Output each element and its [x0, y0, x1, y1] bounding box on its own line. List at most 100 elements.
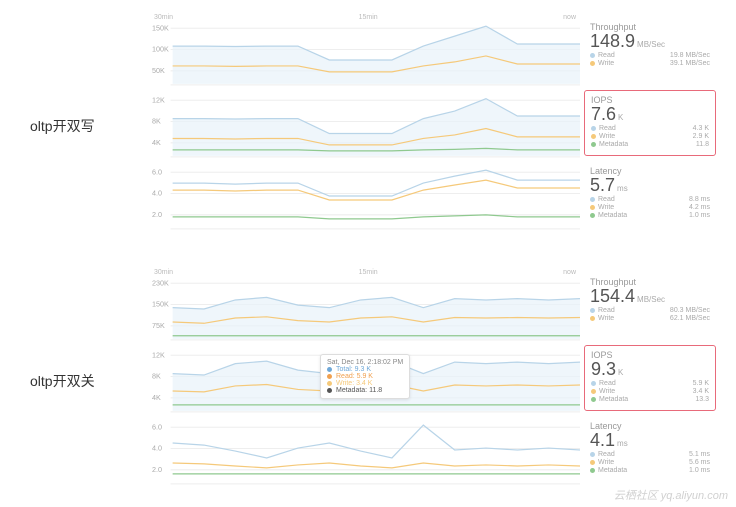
stat-value: 5.7	[590, 175, 615, 195]
svg-text:2.0: 2.0	[152, 465, 162, 474]
legend-val: 3.4 K	[693, 388, 709, 395]
stat-unit: K	[618, 368, 623, 377]
stat-block: IOPS9.3K Read 5.9 K Write 3.4 K Metadata…	[584, 345, 716, 411]
legend-dot	[590, 468, 595, 473]
tooltip-label: Write: 3.4 K	[336, 380, 372, 387]
legend-label: Read	[599, 380, 690, 387]
legend-val: 19.8 MB/Sec	[670, 52, 710, 59]
svg-text:50K: 50K	[152, 66, 165, 75]
legend-label: Read	[598, 52, 667, 59]
stats-column: Throughput148.9MB/Sec Read 19.8 MB/Sec W…	[580, 14, 720, 238]
legend-label: Metadata	[598, 467, 686, 474]
legend-val: 80.3 MB/Sec	[670, 307, 710, 314]
legend-dot	[590, 197, 595, 202]
legend-val: 4.3 K	[693, 125, 709, 132]
legend-dot	[591, 142, 596, 147]
tooltip-row: Metadata: 11.8	[327, 387, 403, 394]
legend-dot	[590, 213, 595, 218]
legend-row: Read 8.8 ms	[590, 196, 710, 203]
chart-svg: 6.04.02.0	[150, 420, 580, 486]
tooltip-row: Write: 3.4 K	[327, 380, 403, 387]
legend-dot	[591, 134, 596, 139]
stat-value: 154.4	[590, 286, 635, 306]
stat-unit: ms	[617, 184, 628, 193]
legend-row: Read 80.3 MB/Sec	[590, 307, 710, 314]
legend-label: Write	[599, 133, 690, 140]
legend-dot	[591, 126, 596, 131]
stat-value: 148.9	[590, 31, 635, 51]
chart-row[interactable]: 150K100K50K	[150, 21, 580, 87]
chart-tooltip: Sat, Dec 16, 2:18:02 PM Total: 9.3 K Rea…	[320, 354, 410, 399]
legend-dot	[590, 205, 595, 210]
svg-text:12K: 12K	[152, 350, 165, 359]
legend-val: 1.0 ms	[689, 212, 710, 219]
stat-block: Latency5.7ms Read 8.8 ms Write 4.2 ms Me…	[584, 162, 716, 228]
svg-text:8K: 8K	[152, 372, 161, 381]
legend-row: Metadata 11.8	[591, 141, 709, 148]
legend-val: 4.2 ms	[689, 204, 710, 211]
tooltip-row: Read: 5.9 K	[327, 373, 403, 380]
chart-svg: 230K150K75K	[150, 276, 580, 342]
chart-row[interactable]: 12K8K4KSat, Dec 16, 2:18:02 PM Total: 9.…	[150, 348, 580, 414]
legend-label: Read	[598, 196, 686, 203]
legend-label: Write	[598, 459, 686, 466]
tooltip-dot	[327, 367, 332, 372]
svg-text:2.0: 2.0	[152, 210, 162, 219]
tooltip-dot	[327, 374, 332, 379]
legend-label: Metadata	[598, 212, 686, 219]
time-axis: 30min15minnow	[150, 14, 580, 21]
svg-text:150K: 150K	[152, 23, 169, 32]
legend-val: 8.8 ms	[689, 196, 710, 203]
legend-row: Metadata 1.0 ms	[590, 212, 710, 219]
legend-label: Write	[599, 388, 690, 395]
chart-row[interactable]: 12K8K4K	[150, 93, 580, 159]
legend-label: Metadata	[599, 141, 693, 148]
charts-column: 30min15minnow150K100K50K12K8K4K6.04.02.0	[150, 10, 580, 241]
stat-unit: ms	[617, 439, 628, 448]
legend-row: Read 4.3 K	[591, 125, 709, 132]
legend-row: Read 19.8 MB/Sec	[590, 52, 710, 59]
chart-row[interactable]: 6.04.02.0	[150, 165, 580, 231]
chart-svg: 6.04.02.0	[150, 165, 580, 231]
tooltip-label: Total: 9.3 K	[336, 366, 371, 373]
legend-row: Write 2.9 K	[591, 133, 709, 140]
tooltip-label: Read: 5.9 K	[336, 373, 373, 380]
stat-block: IOPS7.6K Read 4.3 K Write 2.9 K Metadata…	[584, 90, 716, 156]
legend-val: 11.8	[696, 141, 709, 148]
legend-val: 39.1 MB/Sec	[670, 60, 710, 67]
svg-text:75K: 75K	[152, 321, 165, 330]
panel-label: oltp开双写	[0, 116, 150, 136]
legend-dot	[591, 389, 596, 394]
chart-row[interactable]: 6.04.02.0	[150, 420, 580, 486]
legend-val: 5.1 ms	[689, 451, 710, 458]
legend-dot	[590, 316, 595, 321]
legend-label: Read	[598, 307, 667, 314]
legend-label: Write	[598, 315, 667, 322]
tooltip-dot	[327, 388, 332, 393]
svg-text:4K: 4K	[152, 138, 161, 147]
stat-value: 9.3	[591, 359, 616, 379]
tooltip-time: Sat, Dec 16, 2:18:02 PM	[327, 359, 403, 366]
legend-val: 2.9 K	[693, 133, 709, 140]
svg-text:230K: 230K	[152, 278, 169, 287]
legend-row: Write 5.6 ms	[590, 459, 710, 466]
time-axis: 30min15minnow	[150, 269, 580, 276]
watermark: 云栖社区 yq.aliyun.com	[614, 487, 728, 503]
legend-dot	[590, 61, 595, 66]
legend-val: 5.6 ms	[689, 459, 710, 466]
stat-value: 4.1	[590, 430, 615, 450]
legend-val: 13.3	[695, 396, 709, 403]
legend-row: Metadata 1.0 ms	[590, 467, 710, 474]
svg-text:6.0: 6.0	[152, 422, 162, 431]
legend-row: Metadata 13.3	[591, 396, 709, 403]
panel-label: oltp开双关	[0, 371, 150, 391]
stat-block: Latency4.1ms Read 5.1 ms Write 5.6 ms Me…	[584, 417, 716, 483]
legend-val: 5.9 K	[693, 380, 709, 387]
charts-column: 30min15minnow230K150K75K12K8K4KSat, Dec …	[150, 265, 580, 496]
chart-row[interactable]: 230K150K75K	[150, 276, 580, 342]
stats-column: Throughput154.4MB/Sec Read 80.3 MB/Sec W…	[580, 269, 720, 493]
legend-label: Metadata	[599, 396, 692, 403]
legend-dot	[590, 460, 595, 465]
legend-dot	[591, 397, 596, 402]
svg-text:4.0: 4.0	[152, 189, 162, 198]
